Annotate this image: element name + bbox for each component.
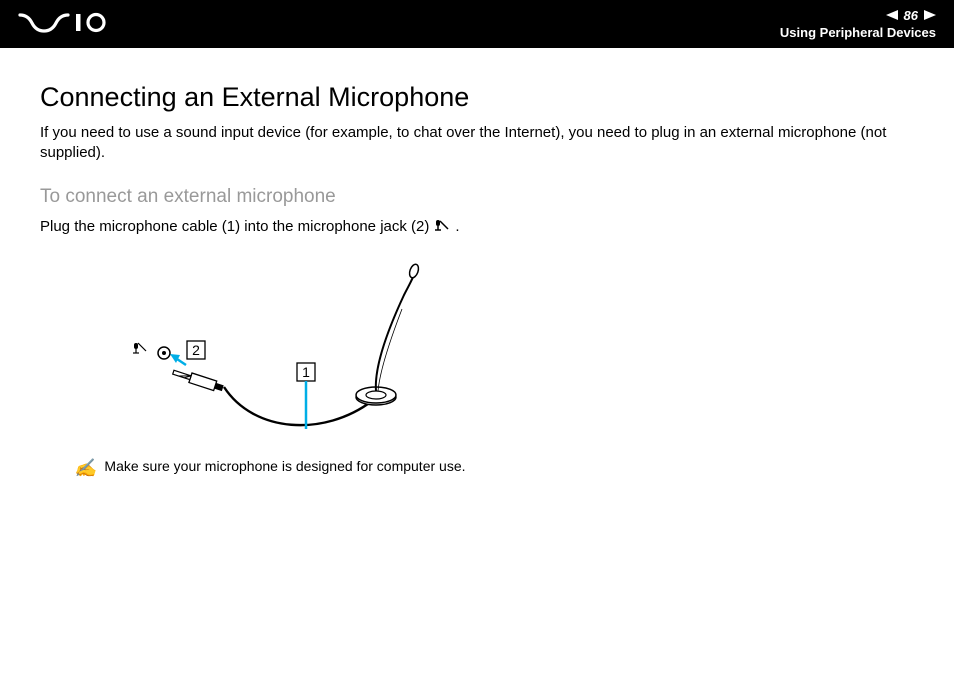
vaio-logo <box>18 11 118 38</box>
header-bar: 86 Using Peripheral Devices <box>0 0 954 48</box>
intro-text: If you need to use a sound input device … <box>40 123 914 164</box>
label-1-box: 1 <box>297 363 315 381</box>
page-number: 86 <box>904 8 918 23</box>
note-text: Make sure your microphone is designed fo… <box>104 458 465 474</box>
cable <box>224 387 372 425</box>
svg-text:2: 2 <box>192 342 200 358</box>
note-icon: ✍ <box>74 458 96 479</box>
jack-icon <box>133 343 170 359</box>
step-text-pre: Plug the microphone cable (1) into the m… <box>40 218 429 235</box>
subtitle: To connect an external microphone <box>40 186 914 208</box>
microphone-stand <box>356 263 420 405</box>
header-right: 86 Using Peripheral Devices <box>780 8 936 40</box>
step-text-post: . <box>455 218 459 235</box>
note: ✍ Make sure your microphone is designed … <box>74 458 914 479</box>
step-text: Plug the microphone cable (1) into the m… <box>40 218 914 235</box>
section-label: Using Peripheral Devices <box>780 25 936 40</box>
arrow-to-jack <box>170 354 186 365</box>
microphone-diagram: 2 1 <box>74 245 914 450</box>
plug-icon <box>172 367 225 393</box>
next-page-arrow[interactable] <box>924 8 936 23</box>
label-2-box: 2 <box>187 341 205 359</box>
microphone-jack-icon <box>434 218 450 234</box>
page-nav: 86 <box>886 8 936 23</box>
page-title: Connecting an External Microphone <box>40 82 914 113</box>
prev-page-arrow[interactable] <box>886 8 898 23</box>
page-content: Connecting an External Microphone If you… <box>0 48 954 479</box>
svg-text:1: 1 <box>302 364 310 380</box>
